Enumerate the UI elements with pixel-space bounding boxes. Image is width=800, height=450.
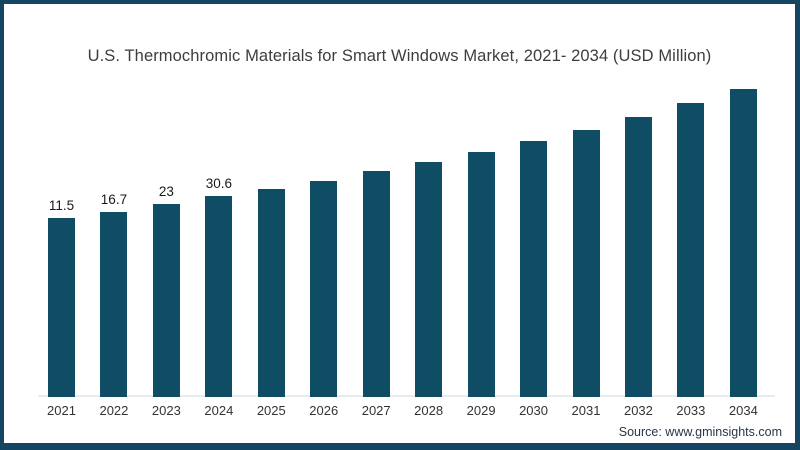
x-tick-label: 2034: [728, 403, 758, 418]
x-tick-label: 2033: [676, 403, 706, 418]
bar-2034: [729, 89, 757, 397]
bar-2026: [310, 181, 338, 397]
source-attribution: Source: www.gminsights.com: [618, 425, 782, 439]
x-tick-label: 2027: [361, 403, 391, 418]
x-tick-label: 2026: [309, 403, 339, 418]
bar-value-label: 30.6: [205, 176, 232, 191]
x-tick-label: 2030: [519, 403, 548, 418]
bar-2021: [48, 218, 75, 397]
bar-2024: [205, 196, 233, 397]
x-tick-label: 2029: [466, 403, 496, 418]
x-axis-line: [38, 395, 775, 397]
bar-2023: [152, 204, 180, 397]
bar-value-label: 23: [158, 184, 174, 199]
x-tick-label: 2022: [99, 403, 129, 418]
bar-value-label: 16.7: [100, 192, 128, 207]
x-tick-label: 2032: [623, 403, 653, 418]
x-tick-label: 2023: [151, 403, 181, 418]
bar-2033: [677, 103, 705, 397]
x-tick-label: 2021: [47, 403, 76, 418]
bar-2031: [572, 130, 600, 397]
x-tick-label: 2028: [414, 403, 444, 418]
x-tick-label: 2031: [571, 403, 601, 418]
bar-2028: [415, 162, 443, 397]
bar-2029: [467, 152, 495, 397]
bar-2032: [624, 117, 652, 397]
x-tick-label: 2025: [256, 403, 286, 418]
bar-2022: [100, 212, 128, 397]
bar-2025: [257, 189, 285, 397]
chart-title: U.S. Thermochromic Materials for Smart W…: [87, 47, 712, 65]
plot-area: 11.5 16.7 23 30.6: [4, 4, 795, 397]
bar-2027: [362, 171, 390, 397]
bar-2030: [520, 141, 548, 397]
bar-value-label: 11.5: [48, 198, 75, 213]
x-axis-labels: 2021 2022 2023 2024 2025 2026 2027 2028 2029 2030…: [4, 403, 795, 421]
x-tick-label: 2024: [204, 403, 234, 418]
